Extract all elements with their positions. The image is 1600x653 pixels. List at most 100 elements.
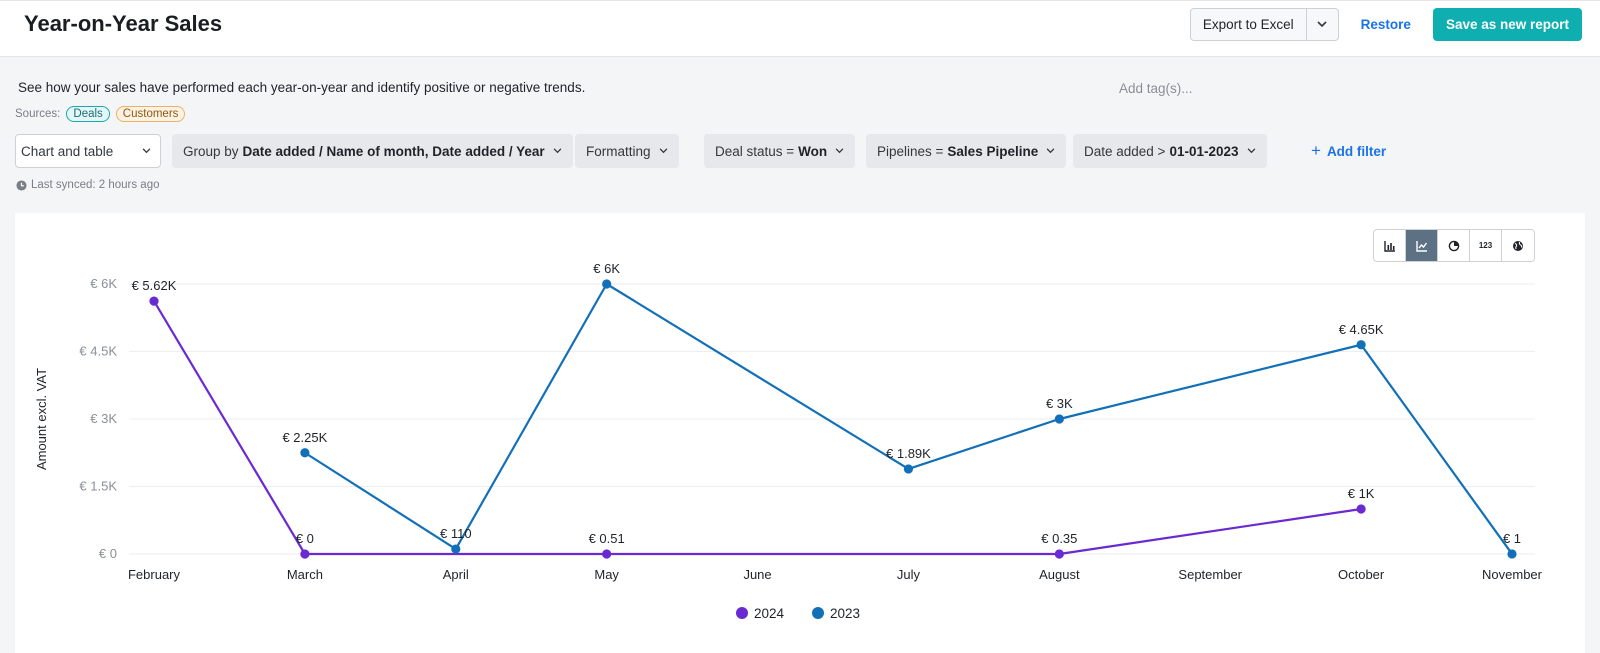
last-synced-text: Last synced: 2 hours ago	[31, 179, 160, 191]
chevron-down-icon	[1317, 21, 1327, 28]
add-filter-button[interactable]: + Add filter	[1311, 134, 1386, 168]
sources-label: Sources:	[15, 108, 61, 120]
filter-value: 01-01-2023	[1169, 143, 1239, 159]
add-filter-label: Add filter	[1326, 143, 1387, 159]
formatting-button[interactable]: Formatting	[575, 134, 679, 168]
x-tick-label: August	[1039, 567, 1080, 582]
data-point	[1356, 340, 1366, 350]
x-tick-label: July	[897, 567, 921, 582]
chevron-down-icon	[142, 148, 151, 154]
formatting-label: Formatting	[586, 143, 651, 159]
data-point	[1054, 549, 1064, 559]
data-point	[602, 279, 612, 289]
globe-icon	[1513, 240, 1523, 251]
export-to-excel-button[interactable]: Export to Excel	[1202, 17, 1294, 32]
legend-marker	[812, 607, 824, 619]
x-tick-label: March	[287, 567, 323, 582]
data-point	[1356, 504, 1366, 514]
data-label: € 0.51	[589, 531, 625, 546]
pie-chart-icon	[1448, 240, 1459, 251]
data-label: € 1	[1503, 531, 1521, 546]
export-options-button[interactable]	[1305, 9, 1338, 40]
x-tick-label: October	[1338, 567, 1385, 582]
group-by-value: Date added / Name of month, Date added /…	[242, 143, 545, 159]
y-tick-label: € 4.5K	[79, 344, 117, 359]
data-point	[300, 549, 310, 559]
data-point	[903, 464, 914, 474]
data-label: € 2.25K	[282, 430, 327, 445]
filter-pipelines[interactable]: Pipelines = Sales Pipeline	[866, 134, 1067, 168]
clock-icon	[16, 179, 27, 191]
source-badge-deals: Deals	[66, 106, 110, 122]
filter-date-added[interactable]: Date added > 01-01-2023	[1073, 134, 1267, 168]
x-tick-label: April	[443, 567, 469, 582]
data-label: € 4.65K	[1339, 322, 1384, 337]
group-by-button[interactable]: Group by Date added / Name of month, Dat…	[172, 134, 573, 168]
header-actions: Export to Excel Restore Save as new repo…	[1189, 8, 1582, 41]
chevron-down-icon	[659, 148, 668, 154]
number-view-button[interactable]: 123	[1470, 230, 1502, 261]
filter-value: Sales Pipeline	[947, 143, 1039, 159]
plus-icon: +	[1311, 141, 1321, 160]
series-line-2024	[153, 300, 1362, 556]
legend-label: 2024	[754, 606, 785, 621]
page-title: Year-on-Year Sales	[24, 11, 223, 36]
sources-row: Sources: Deals Customers	[15, 106, 186, 122]
filter-prefix: Pipelines =	[877, 143, 944, 159]
map-view-button[interactable]	[1502, 230, 1534, 261]
group-by-prefix: Group by	[183, 143, 239, 159]
chevron-down-icon	[835, 148, 844, 154]
export-group: Export to Excel	[1189, 8, 1339, 41]
y-axis-label: Amount excl. VAT	[34, 368, 49, 470]
bar-chart-icon	[1383, 240, 1395, 252]
x-tick-label: May	[594, 567, 619, 582]
chart-type-switcher: 123	[1373, 229, 1535, 262]
line-chart-button[interactable]	[1406, 230, 1438, 261]
data-point	[149, 296, 159, 306]
x-tick-label: September	[1178, 567, 1242, 582]
year-on-year-line-chart: € 0 € 1.5K € 3K € 4.5K € 6K February March Apri…	[34, 261, 1543, 621]
data-label: € 3K	[1046, 396, 1073, 411]
report-header: Year-on-Year Sales Export to Excel Resto…	[0, 0, 1600, 57]
data-label: € 0	[296, 531, 314, 546]
chevron-down-icon	[1046, 148, 1055, 154]
y-tick-label: € 3K	[90, 411, 117, 426]
data-label: € 1.89K	[886, 446, 931, 461]
report-toolbar: Chart and table Group by Date added / Na…	[15, 134, 1585, 168]
data-label: € 1K	[1348, 486, 1375, 501]
x-tick-label: November	[1482, 567, 1543, 582]
chevron-down-icon	[1247, 148, 1256, 154]
view-mode-value: Chart and table	[21, 143, 114, 159]
y-tick-label: € 1.5K	[79, 479, 117, 494]
chevron-down-icon	[553, 148, 562, 154]
bar-chart-button[interactable]	[1374, 230, 1406, 261]
restore-button[interactable]: Restore	[1360, 17, 1411, 32]
data-point	[451, 544, 461, 554]
data-point	[602, 549, 612, 559]
filter-value: Won	[798, 143, 828, 159]
line-chart-icon	[1415, 240, 1427, 252]
y-tick-label: € 0	[99, 546, 117, 561]
data-label: € 110	[440, 526, 472, 541]
filter-deal-status[interactable]: Deal status = Won	[704, 134, 856, 168]
report-description: See how your sales have performed each y…	[18, 80, 586, 95]
data-point	[300, 448, 310, 458]
data-point	[1507, 549, 1517, 559]
add-tags-input[interactable]: Add tag(s)...	[1119, 81, 1193, 96]
number-icon: 123	[1478, 241, 1493, 250]
x-tick-label: February	[128, 567, 181, 582]
last-synced: Last synced: 2 hours ago	[16, 179, 160, 191]
pie-chart-button[interactable]	[1438, 230, 1470, 261]
data-label: € 6K	[593, 261, 620, 276]
source-badge-customers: Customers	[115, 106, 186, 122]
view-mode-select[interactable]: Chart and table	[15, 134, 161, 168]
chart-panel: 123	[15, 213, 1585, 653]
filter-prefix: Deal status =	[715, 143, 795, 159]
data-point	[1054, 414, 1064, 424]
y-tick-label: € 6K	[90, 276, 117, 291]
legend-label: 2023	[830, 606, 860, 621]
save-as-new-report-button[interactable]: Save as new report	[1432, 8, 1582, 41]
legend-marker	[736, 607, 748, 619]
filter-prefix: Date added >	[1084, 143, 1166, 159]
data-label: € 5.62K	[132, 278, 177, 293]
